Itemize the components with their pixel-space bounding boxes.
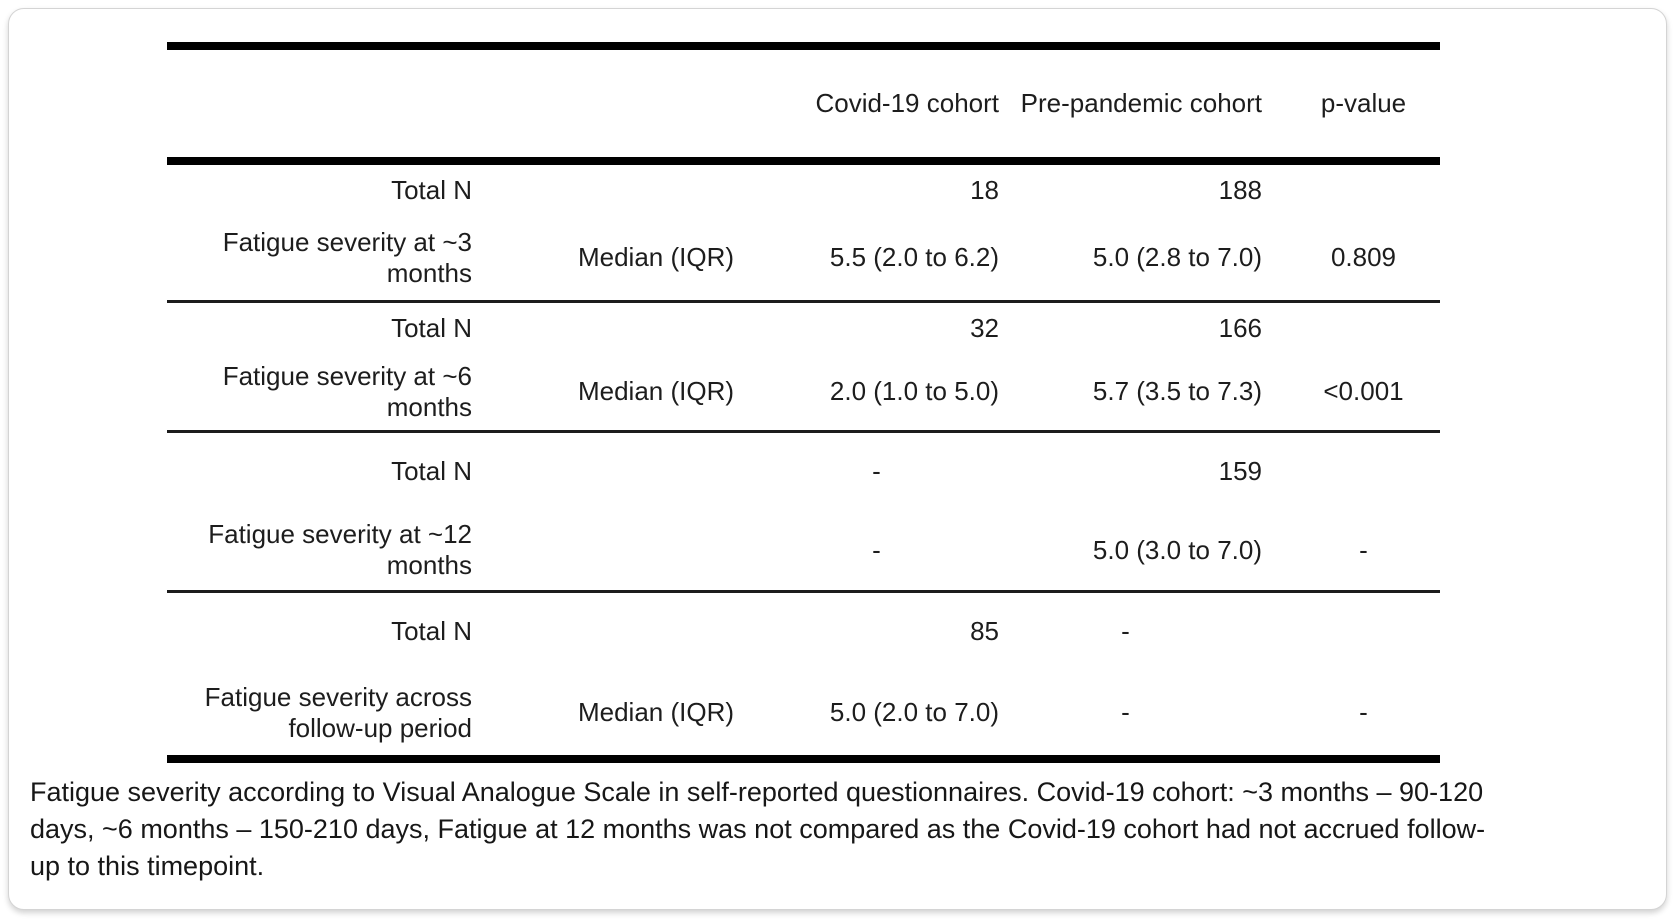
table-row-median-3-months: Fatigue severity at ~3 months Median (IQ… [167, 215, 1440, 300]
cell-prepandemic-total-3mo: 188 [1218, 174, 1262, 205]
cell-prepandemic-median-3mo: 5.0 (2.8 to 7.0) [1092, 242, 1262, 272]
table-row-total-n-followup: Total N 85 - [167, 593, 1440, 670]
row-label-fatigue-6-months: Fatigue severity at ~6 months [222, 360, 472, 422]
row-label-total-n: Total N [391, 616, 472, 646]
stat-label-median-iqr: Median (IQR) [577, 697, 735, 727]
table-top-rule [167, 42, 1440, 50]
cell-covid-total-12mo: - [872, 456, 881, 486]
header-spacer-2 [499, 50, 779, 157]
cell-covid-median-6mo: 2.0 (1.0 to 5.0) [829, 376, 999, 406]
cell-prepandemic-median-6mo: 5.7 (3.5 to 7.3) [1092, 376, 1262, 406]
fatigue-severity-table: Covid-19 cohort Pre-pandemic cohort p-va… [167, 42, 1440, 763]
cell-covid-median-followup: 5.0 (2.0 to 7.0) [829, 697, 999, 727]
row-label-fatigue-followup: Fatigue severity across follow-up period [204, 681, 472, 743]
stat-label-empty [499, 510, 779, 590]
cell-covid-total-followup: 85 [970, 616, 999, 646]
table-row-total-n-3-months: Total N 18 188 [167, 165, 1440, 215]
table-bottom-rule [167, 755, 1440, 763]
row-label-fatigue-3-months: Fatigue severity at ~3 months [222, 226, 472, 288]
row-label-total-n: Total N [391, 174, 472, 205]
table-row-median-followup: Fatigue severity across follow-up period… [167, 670, 1440, 755]
cell-covid-median-12mo: - [872, 534, 881, 565]
cell-p-value-12mo: - [1359, 534, 1368, 565]
group-divider-rule [167, 590, 1440, 593]
cell-prepandemic-median-followup: - [1121, 697, 1130, 727]
column-header-prepandemic-cohort: Pre-pandemic cohort [1020, 88, 1262, 118]
cell-p-value-followup: - [1359, 697, 1368, 727]
table-caption: Fatigue severity according to Visual Ana… [30, 777, 1486, 881]
row-label-total-n: Total N [391, 456, 472, 486]
cell-p-value-3mo: 0.809 [1330, 242, 1397, 272]
table-header-row: Covid-19 cohort Pre-pandemic cohort p-va… [167, 50, 1440, 157]
group-divider-rule [167, 430, 1440, 433]
figure-card: Covid-19 cohort Pre-pandemic cohort p-va… [8, 8, 1667, 910]
cell-covid-median-3mo: 5.5 (2.0 to 6.2) [829, 242, 999, 272]
table-row-median-12-months: Fatigue severity at ~12 months - 5.0 (3.… [167, 510, 1440, 590]
group-divider-rule [167, 300, 1440, 303]
cell-prepandemic-total-6mo: 166 [1218, 312, 1262, 343]
row-label-total-n: Total N [391, 312, 472, 343]
cell-prepandemic-total-followup: - [1121, 616, 1130, 646]
cell-p-value-6mo: <0.001 [1323, 376, 1404, 406]
cell-covid-total-6mo: 32 [970, 312, 999, 343]
row-label-fatigue-12-months: Fatigue severity at ~12 months [208, 519, 472, 580]
header-bottom-rule [167, 157, 1440, 165]
table-row-median-6-months: Fatigue severity at ~6 months Median (IQ… [167, 353, 1440, 430]
table-row-total-n-12-months: Total N - 159 [167, 433, 1440, 510]
table-row-total-n-6-months: Total N 32 166 [167, 303, 1440, 353]
cell-covid-total-3mo: 18 [970, 174, 999, 205]
cell-prepandemic-total-12mo: 159 [1218, 456, 1262, 486]
column-header-p-value: p-value [1320, 88, 1407, 118]
stat-label-median-iqr: Median (IQR) [577, 242, 735, 272]
column-header-covid-cohort: Covid-19 cohort [815, 88, 999, 118]
cell-prepandemic-median-12mo: 5.0 (3.0 to 7.0) [1092, 534, 1262, 565]
header-spacer-1 [167, 50, 499, 157]
stat-label-median-iqr: Median (IQR) [577, 376, 735, 406]
